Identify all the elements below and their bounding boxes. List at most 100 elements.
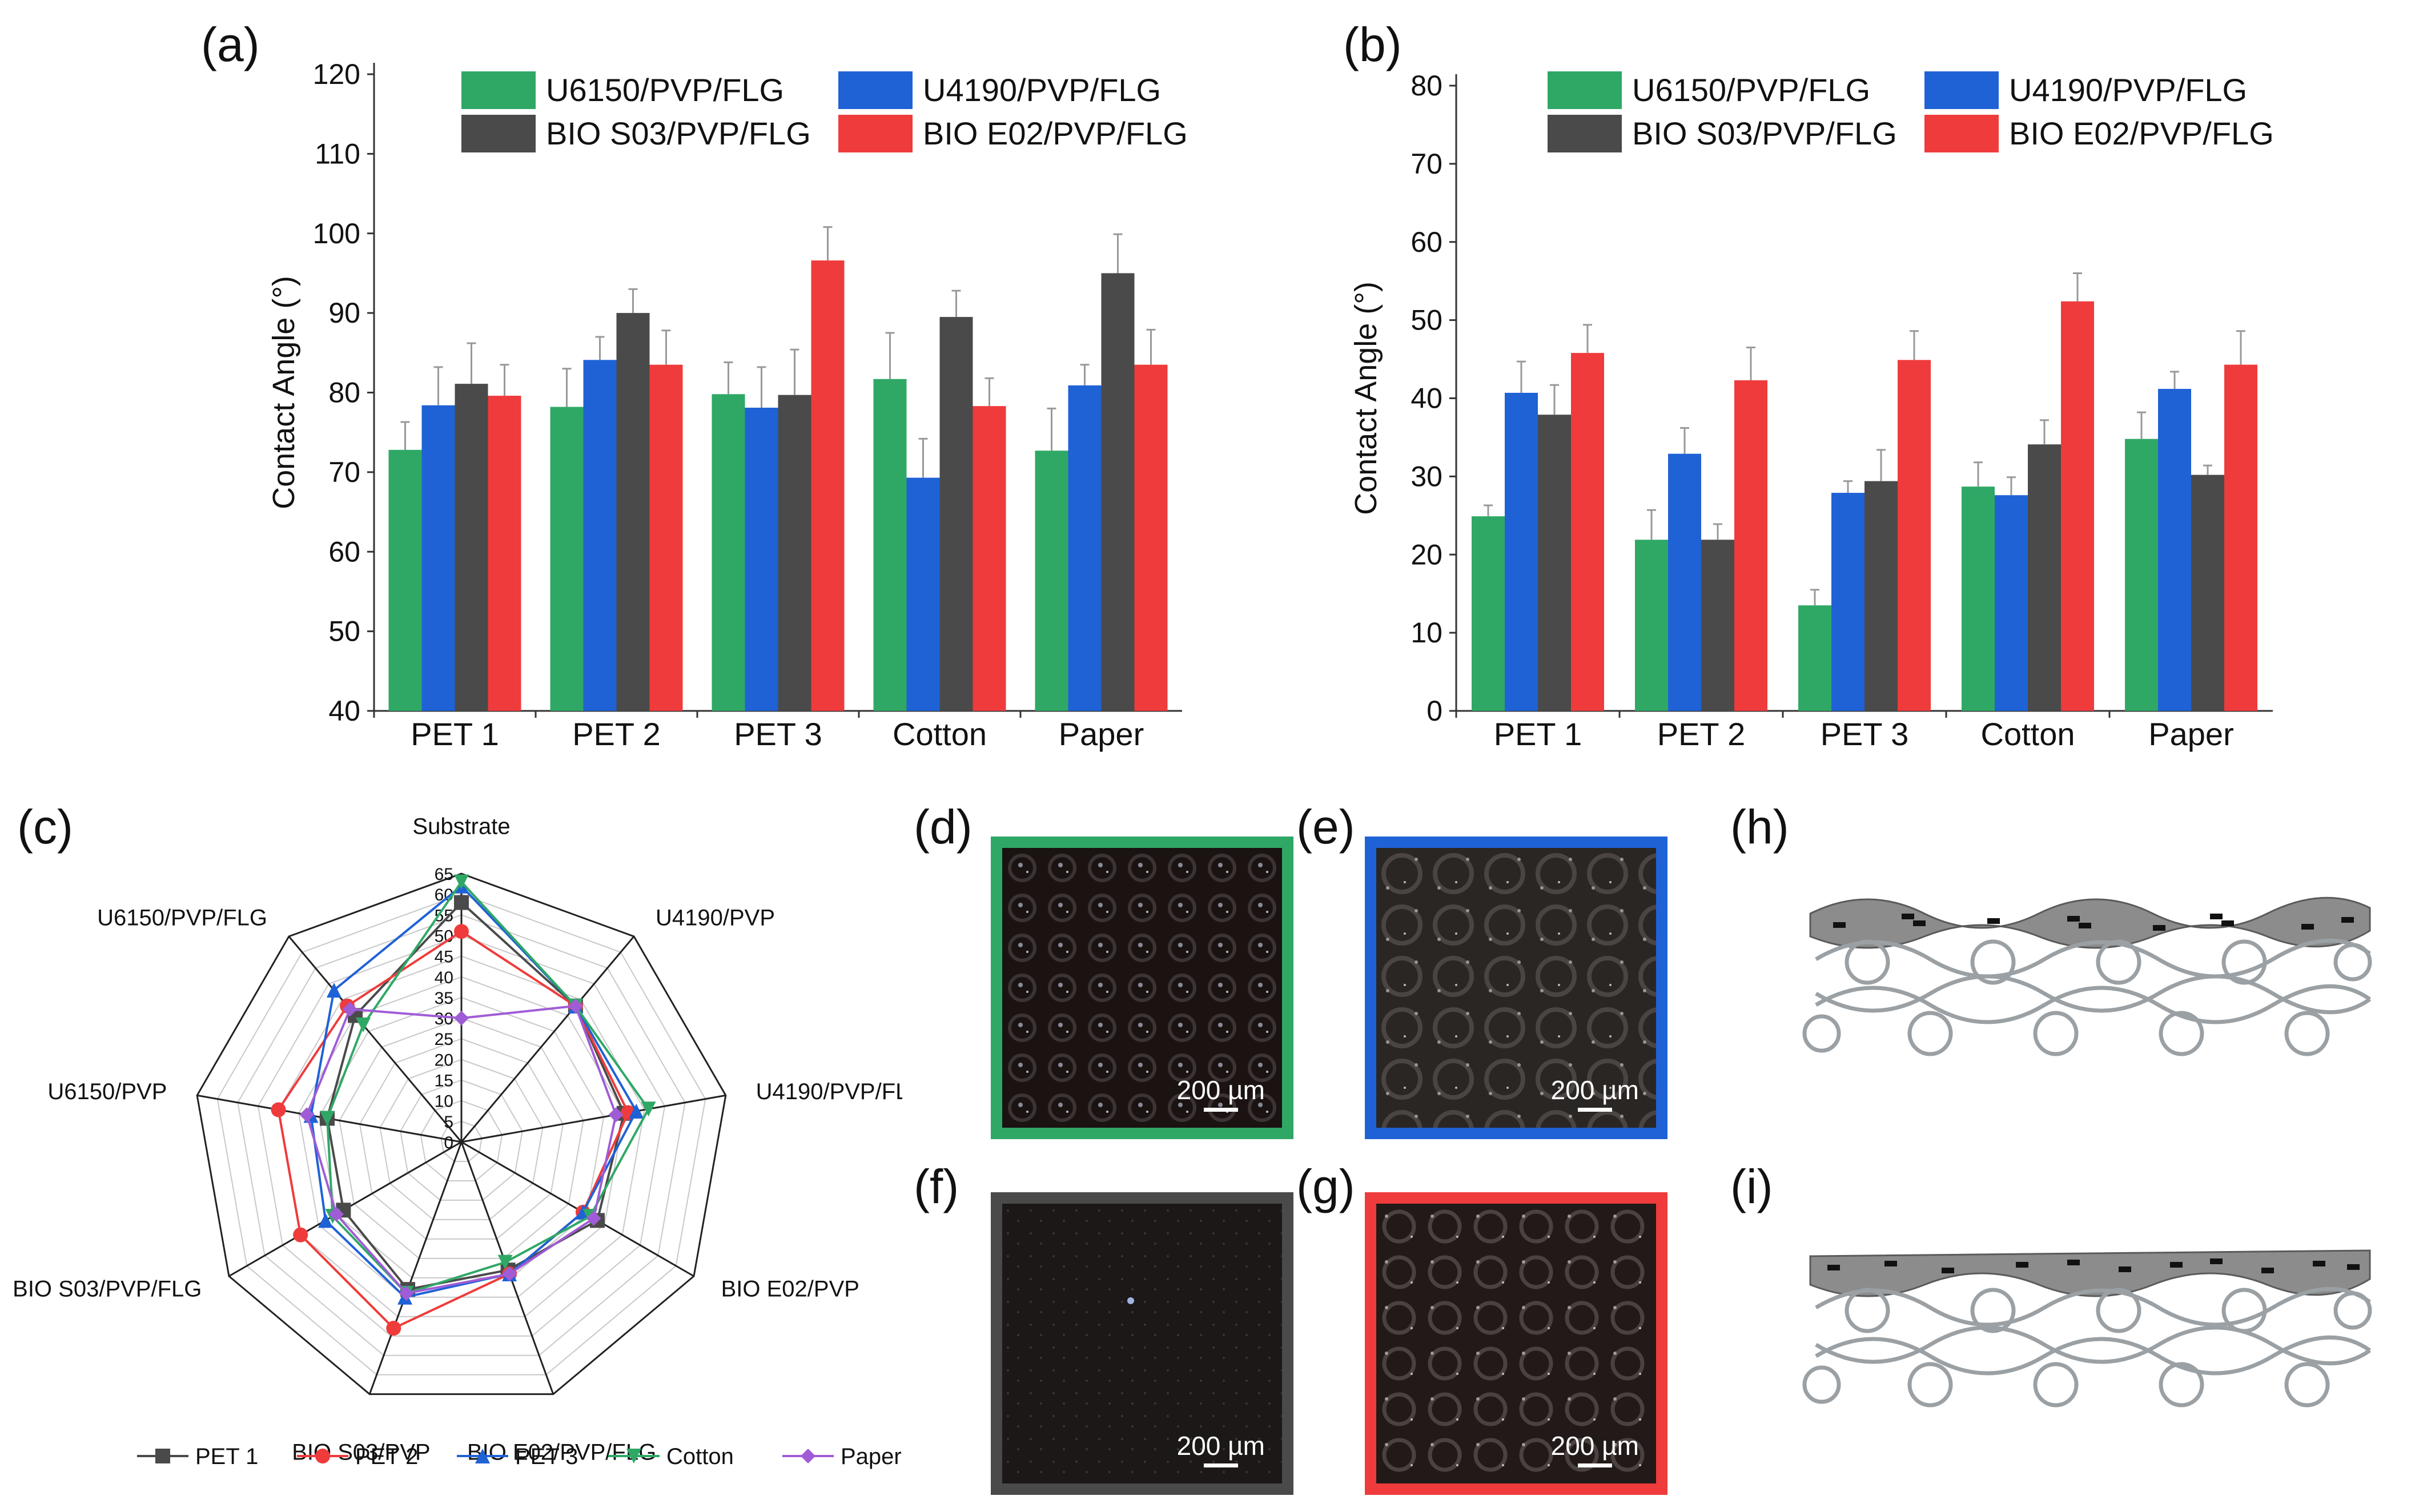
- legend-swatch: [461, 115, 536, 152]
- panel-label-i: (i): [1730, 1160, 1773, 1213]
- legend-label: Paper: [841, 1444, 902, 1469]
- bar-BIO S03/PVP/FLG: [1538, 415, 1571, 711]
- marker-diamond: [342, 1002, 357, 1017]
- y-tick-label: 60: [1411, 226, 1442, 258]
- y-tick-label: 70: [328, 456, 360, 488]
- y-tick-label: 0: [1426, 695, 1442, 727]
- micrograph-texture: [1376, 848, 1656, 1128]
- marker-circle: [293, 1227, 308, 1242]
- radar-tick-label: 25: [435, 1030, 453, 1049]
- bar-U6150/PVP/FLG: [1635, 540, 1668, 711]
- y-tick-label: 110: [315, 138, 360, 170]
- legend-label: PET 1: [195, 1444, 258, 1469]
- bar-U4190/PVP/FLG: [583, 360, 617, 711]
- bar-BIO E02/PVP/FLG: [649, 364, 683, 711]
- legend-label: Cotton: [666, 1444, 734, 1469]
- x-tick-label: PET 3: [1821, 716, 1909, 752]
- y-tick-label: 70: [1411, 148, 1442, 180]
- y-tick-label: 120: [313, 58, 360, 90]
- radar-series-PET 1: [326, 900, 625, 1291]
- micrograph-e: 200 µm: [1365, 837, 1667, 1139]
- marker-square: [454, 895, 469, 910]
- radar-tick-label: 65: [435, 865, 453, 884]
- marker-circle: [315, 1449, 330, 1463]
- bar-BIO S03/PVP/FLG: [2028, 444, 2061, 711]
- bar-BIO E02/PVP/FLG: [1898, 360, 1931, 711]
- marker-triangle-down: [320, 1111, 335, 1126]
- x-tick-label: PET 3: [734, 716, 822, 752]
- y-tick-label: 80: [1411, 70, 1442, 102]
- radar-grid-ring: [196, 872, 727, 1396]
- radar-axis-label: BIO S03/PVP/FLG: [13, 1277, 202, 1302]
- bar-U4190/PVP/FLG: [1505, 392, 1538, 711]
- y-tick-label: 40: [328, 695, 360, 727]
- bar-U6150/PVP/FLG: [1472, 516, 1505, 711]
- radar-axis-label: U6150/PVP/FLG: [97, 906, 267, 931]
- y-axis-label: Contact Angle (°): [1349, 282, 1383, 515]
- marker-triangle-down: [356, 1018, 371, 1033]
- panel-label-h: (h): [1730, 800, 1789, 854]
- radar-tick-label: 15: [435, 1072, 453, 1091]
- bar-U6150/PVP/FLG: [873, 379, 907, 711]
- x-tick-label: PET 2: [1657, 716, 1746, 752]
- radar-grid-ring: [420, 1100, 503, 1181]
- x-tick-label: PET 1: [1494, 716, 1582, 752]
- radar-series-PET 3: [310, 884, 638, 1298]
- scale-label-d: 200 µm: [1176, 1075, 1265, 1105]
- marker-triangle-down: [641, 1101, 656, 1117]
- x-tick-label: PET 1: [411, 716, 499, 752]
- legend-label: PET 2: [355, 1444, 418, 1469]
- bar-U6150/PVP/FLG: [1035, 451, 1068, 711]
- y-tick-label: 10: [1411, 617, 1442, 649]
- scale-bar-g: 200 µm: [1551, 1430, 1639, 1467]
- bar-BIO E02/PVP/FLG: [811, 260, 845, 711]
- legend-label: U4190/PVP/FLG: [2009, 72, 2247, 108]
- radar-tick-label: 35: [435, 989, 453, 1008]
- radar-tick-label: 30: [435, 1010, 453, 1028]
- radar-grid-ring: [257, 935, 666, 1337]
- coating-layer-flat: [1809, 1249, 2371, 1297]
- radar-tick-label: 40: [435, 968, 453, 987]
- radar-tick-label: 45: [435, 948, 453, 967]
- radar-series-Paper: [306, 1004, 617, 1295]
- bar-U4190/PVP/FLG: [745, 407, 778, 711]
- marker-square: [155, 1449, 170, 1463]
- x-tick-label: Paper: [1059, 716, 1144, 752]
- bar-BIO S03/PVP/FLG: [2191, 474, 2224, 711]
- y-tick-label: 50: [1411, 304, 1442, 336]
- bar-U6150/PVP/FLG: [550, 407, 584, 711]
- radar-series-Cotton: [326, 880, 650, 1295]
- radar-grid-ring: [440, 1120, 483, 1162]
- y-tick-label: 20: [1411, 538, 1442, 570]
- bar-BIO E02/PVP/FLG: [2224, 364, 2257, 711]
- marker-triangle-down: [497, 1254, 513, 1270]
- marker-triangle-up: [629, 1104, 644, 1119]
- legend-swatch: [838, 71, 913, 109]
- legend-label: PET 3: [515, 1444, 578, 1469]
- bar-BIO S03/PVP/FLG: [1701, 540, 1734, 711]
- panel-label-f: (f): [914, 1160, 959, 1213]
- micrograph-texture: [1002, 848, 1282, 1128]
- radar-axis-label: U6150/PVP: [47, 1079, 167, 1104]
- marker-diamond: [299, 1107, 315, 1123]
- radar-grid-ring: [216, 894, 706, 1376]
- panel-label-a: (a): [201, 18, 260, 71]
- radar-spoke: [461, 1094, 726, 1143]
- x-tick-label: PET 2: [572, 716, 661, 752]
- radar-grid-ring: [359, 1038, 564, 1240]
- bar-U6150/PVP/FLG: [712, 394, 745, 711]
- bar-BIO S03/PVP/FLG: [455, 384, 488, 711]
- bar-BIO E02/PVP/FLG: [1134, 364, 1168, 711]
- scale-bar-e: 200 µm: [1551, 1075, 1639, 1112]
- y-tick-label: 60: [328, 536, 360, 568]
- micrograph-g: 200 µm: [1365, 1192, 1667, 1495]
- radar-grid-ring: [339, 1018, 584, 1259]
- x-tick-label: Paper: [2148, 716, 2233, 752]
- y-axis-label: Contact Angle (°): [267, 276, 301, 509]
- bar-U6150/PVP/FLG: [1962, 486, 1995, 711]
- bar-U6150/PVP/FLG: [1798, 605, 1831, 711]
- fabric-threads: [1802, 938, 2372, 1056]
- legend-swatch: [1924, 115, 1999, 152]
- flake-markers: [1833, 914, 2354, 931]
- panel-label-d: (d): [914, 800, 973, 854]
